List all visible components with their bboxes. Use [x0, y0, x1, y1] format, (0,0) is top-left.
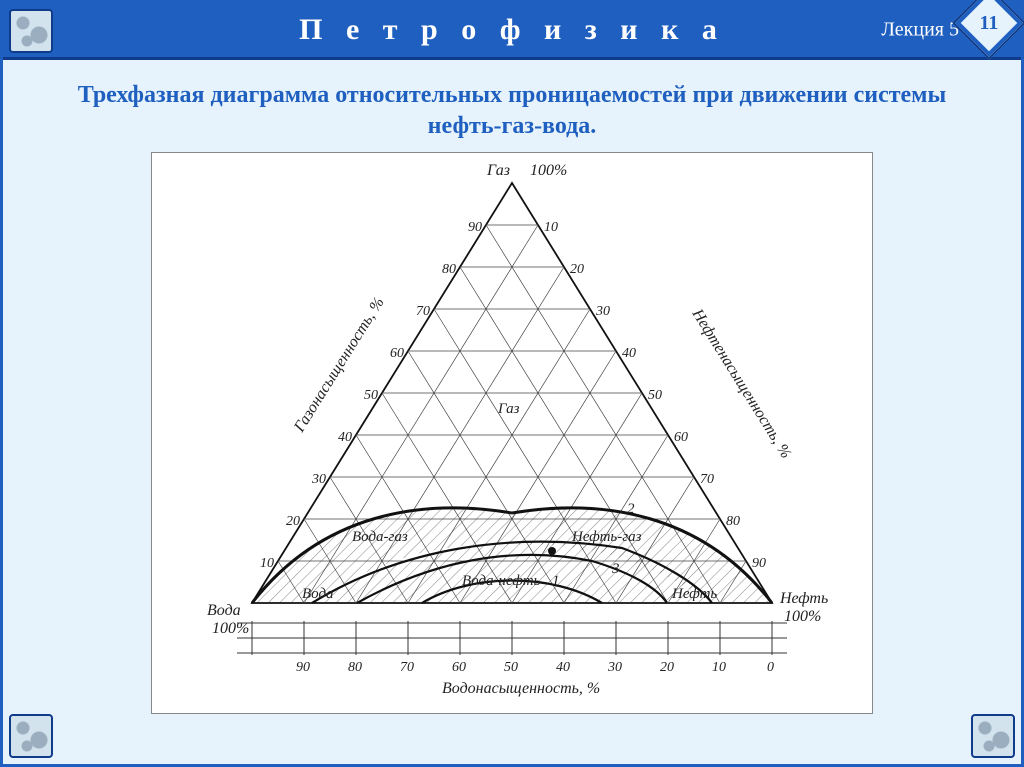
svg-text:30: 30: [607, 660, 622, 675]
svg-text:10: 10: [544, 220, 558, 235]
svg-text:60: 60: [674, 430, 688, 445]
baseline-strip: [237, 621, 787, 655]
svg-text:80: 80: [726, 514, 740, 529]
svg-text:50: 50: [364, 388, 378, 403]
region-gas: Газ: [497, 401, 520, 417]
svg-text:20: 20: [660, 660, 674, 675]
svg-text:30: 30: [311, 472, 326, 487]
curve-label-3: 3: [611, 561, 620, 577]
region-oil-gas: Нефть-газ: [571, 529, 642, 545]
bottom-axis-label: Водонасыщенность, %: [442, 680, 600, 697]
svg-text:80: 80: [442, 262, 456, 277]
triple-point-marker: [548, 547, 556, 555]
lecture-number: Лекция 5: [881, 19, 959, 42]
svg-text:40: 40: [622, 346, 636, 361]
rock-icon: [9, 9, 53, 53]
region-water-gas: Вода-газ: [352, 529, 408, 545]
slide-number-badge: 11: [952, 0, 1024, 60]
rock-icon: [9, 714, 53, 758]
svg-text:20: 20: [286, 514, 300, 529]
svg-text:90: 90: [752, 556, 766, 571]
svg-text:40: 40: [556, 660, 570, 675]
apex-water-label: Вода: [207, 602, 241, 619]
region-oil: Нефть: [671, 586, 717, 602]
svg-text:70: 70: [400, 660, 414, 675]
svg-text:70: 70: [416, 304, 430, 319]
rock-icon: [971, 714, 1015, 758]
svg-text:20: 20: [570, 262, 584, 277]
curve-label-1: 1: [552, 573, 560, 589]
svg-text:90: 90: [468, 220, 482, 235]
slide-frame: П е т р о ф и з и к а Лекция 5 11 Трехфа…: [0, 0, 1024, 767]
ternary-svg: 1 2 3 Газ 100% Вода 100% Нефть 100% Газо…: [152, 153, 872, 713]
header-bar: П е т р о ф и з и к а Лекция 5 11: [3, 3, 1021, 60]
svg-text:10: 10: [712, 660, 726, 675]
right-axis-label: Нефтенасыщенность, %: [688, 306, 794, 462]
apex-oil-label: Нефть: [779, 590, 828, 607]
svg-text:80: 80: [348, 660, 362, 675]
slide-number: 11: [980, 12, 999, 35]
bottom-axis-ticks: 0 10 20 30 40 50 60 70 80 90: [296, 660, 774, 675]
svg-text:50: 50: [504, 660, 518, 675]
svg-text:60: 60: [452, 660, 466, 675]
svg-text:60: 60: [390, 346, 404, 361]
svg-text:0: 0: [767, 660, 774, 675]
course-title: П е т р о ф и з и к а: [299, 13, 725, 47]
svg-text:10: 10: [260, 556, 274, 571]
ternary-figure: 1 2 3 Газ 100% Вода 100% Нефть 100% Газо…: [151, 152, 873, 714]
svg-text:70: 70: [700, 472, 714, 487]
apex-gas-pct: 100%: [530, 162, 567, 179]
left-axis-label: Газонасыщенность, %: [290, 295, 387, 437]
apex-gas-label: Газ: [486, 162, 510, 179]
svg-text:50: 50: [648, 388, 662, 403]
svg-text:30: 30: [595, 304, 610, 319]
svg-text:40: 40: [338, 430, 352, 445]
svg-text:90: 90: [296, 660, 310, 675]
curve-label-2: 2: [627, 501, 635, 517]
region-water-oil: Вода-нефть: [462, 573, 541, 589]
slide-subtitle: Трехфазная диаграмма относительных прони…: [43, 80, 981, 142]
region-water: Вода: [302, 586, 334, 602]
apex-oil-pct: 100%: [784, 608, 821, 625]
